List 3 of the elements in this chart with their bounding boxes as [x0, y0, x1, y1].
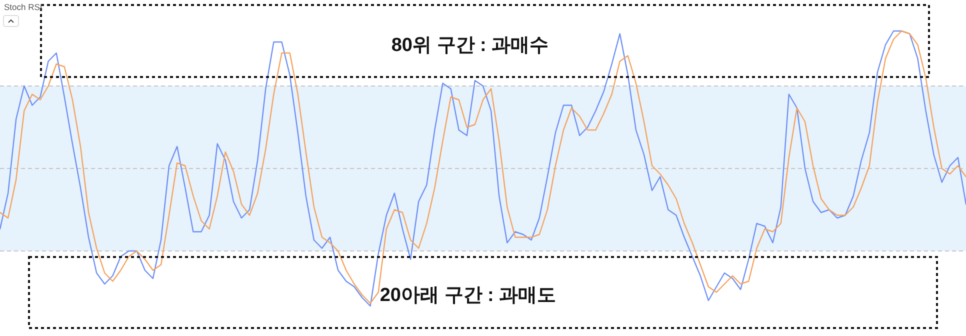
annotation: 80위 구간 : 과매수 [391, 35, 549, 56]
annotation: 20아래 구간 : 과매도 [380, 285, 556, 306]
chart-title: Stoch RSI [4, 2, 42, 12]
